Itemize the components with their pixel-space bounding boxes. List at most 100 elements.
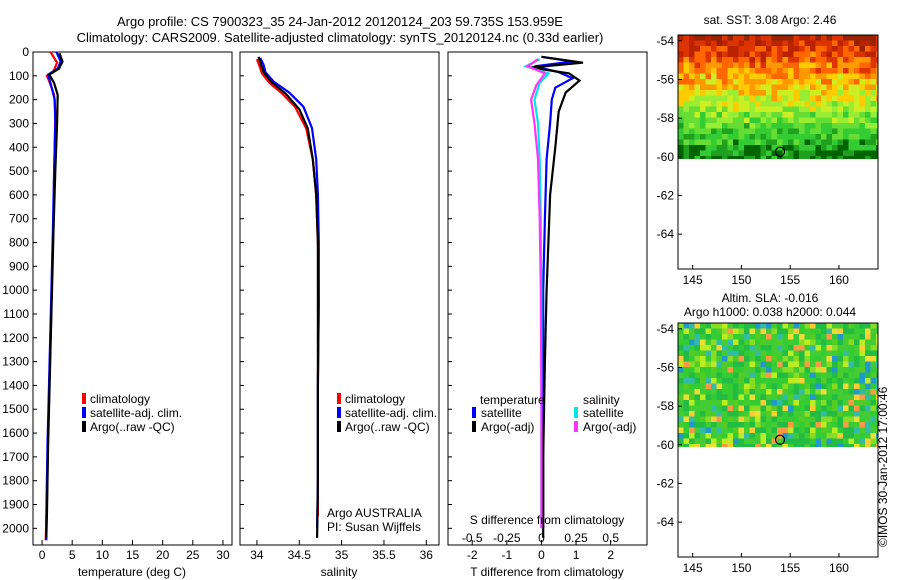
map-cell [810,350,816,357]
map-cell [760,46,767,52]
map-cell [689,128,695,135]
map-cell [815,323,822,329]
map-cell [804,400,811,406]
map-cell [782,422,789,428]
map-cell [733,334,739,340]
map-cell [804,361,811,368]
map-cell [777,62,783,69]
map-cell [865,323,871,329]
map-cell [865,389,871,395]
x-tick-label: 30 [216,548,230,562]
map-cell [738,40,745,47]
map-cell [733,128,739,135]
map-cell [744,90,750,96]
map-cell [749,367,756,373]
y-tick-label: 1700 [2,450,29,464]
map-cell [799,389,805,395]
map-cell [744,95,750,102]
map-cell [832,438,838,445]
map-cell [870,361,877,368]
map-cell [865,156,871,160]
map-cell [771,427,778,434]
map-cell [865,350,871,357]
map-cell [810,444,816,448]
map-cell [865,416,871,423]
map-cell [865,90,871,96]
map-cell [771,101,778,107]
map-cell [744,427,750,434]
map-cell [749,350,756,357]
map-cell [749,139,756,146]
map-cell [777,46,783,52]
map-cell [733,367,739,373]
map-cell [788,101,794,107]
map-cell [815,95,822,102]
x-tick-label: -2 [467,548,478,562]
map-cell [705,444,712,448]
map-cell [848,139,855,146]
map-cell [744,84,750,91]
map-cell [749,51,756,58]
map-cell [848,40,855,47]
map-cell [760,150,767,157]
map-cell [749,328,756,335]
map-cell [760,345,767,351]
map-cell [777,101,783,107]
map-cell [876,383,879,390]
map-cell [876,323,879,329]
map-cell [793,134,800,140]
map-cell [727,62,734,69]
map-cell [782,79,789,85]
map-cell [722,57,728,63]
map-cell [788,123,794,129]
map-cell [837,394,844,401]
map-cell [810,427,816,434]
map-cell [738,372,745,379]
map-cell [777,438,783,445]
map-cell [711,139,717,146]
map-cell [793,79,800,85]
map-cell [716,427,723,434]
map-cell [700,145,706,151]
map-cell [777,411,783,417]
map-cell [683,367,690,373]
map-cell [689,372,695,379]
map-cell [694,339,701,346]
map-cell [705,35,712,41]
series-line-2 [257,56,319,538]
map-cell [683,356,690,362]
legend-title-salinity: salinity [583,393,620,407]
map-cell [705,123,712,129]
map-cell [810,57,816,63]
map-cell [683,95,690,102]
map-cell [865,150,871,157]
map-cell [689,79,695,85]
map-cell [870,334,877,340]
map-cell [815,117,822,124]
y-tick-label: 2000 [2,521,29,535]
map-cell [771,334,778,340]
map-cell [876,444,879,448]
map-cell [793,422,800,428]
x-tick-label: 36 [420,548,434,562]
map-cell [821,68,827,74]
map-cell [810,378,816,384]
map-cell [810,46,816,52]
map-cell [788,356,794,362]
map-cell [689,145,695,151]
map-cell [782,433,789,439]
map-cell [859,411,866,417]
map-cell [804,356,811,362]
map-cell [766,84,772,91]
map-cell [859,156,866,160]
legend-label: satellite-adj. clim. [90,406,182,420]
map-cell [771,438,778,445]
map-cell [749,57,756,63]
map-cell [678,84,684,91]
map-cell [738,383,745,390]
map-cell [694,367,701,373]
map-cell [815,389,822,395]
map-cell [722,389,728,395]
map-cell [821,433,827,439]
y-tick-label: 1000 [2,283,29,297]
